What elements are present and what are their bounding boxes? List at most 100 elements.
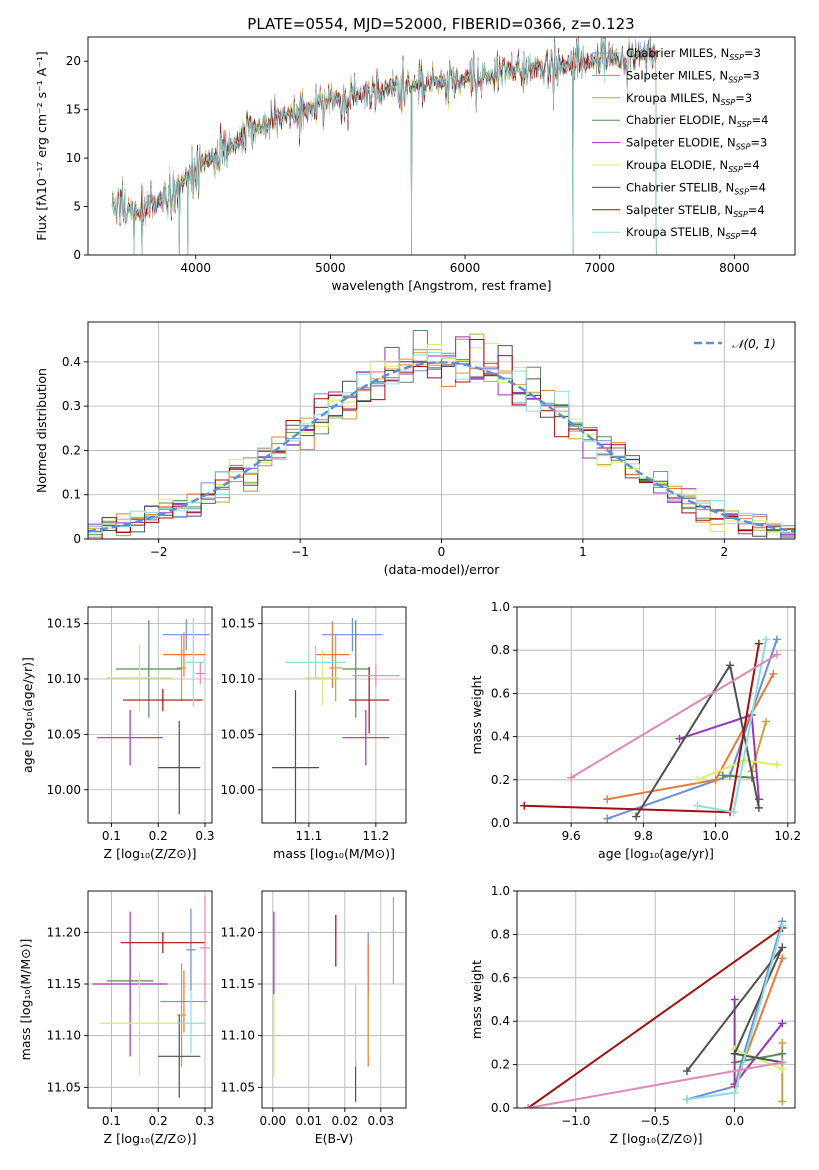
x-tick-label: 4000	[180, 261, 211, 275]
x-axis-label: age [log₁₀(age/yr)]	[598, 846, 714, 861]
y-tick-label: 0.0	[491, 1101, 510, 1115]
y-tick-label: 10.10	[47, 672, 81, 686]
mass-weight-marker-chabrier_stelib	[730, 1049, 739, 1058]
axes-frame	[261, 890, 407, 1109]
y-axis-label: mass [log₁₀(M/M⊙)]	[18, 939, 33, 1061]
y-axis-label: mass weight	[469, 675, 484, 754]
y-axis-label: Normed distribution	[34, 368, 49, 493]
mass-weight-line-salpeter_stelib	[524, 643, 760, 814]
y-tick-label: 0.4	[491, 730, 510, 744]
axes-frame	[516, 890, 796, 1109]
x-axis-label: wavelength [Angstrom, rest frame]	[331, 278, 551, 293]
plot-area	[97, 618, 210, 815]
mass-weight-marker-kroupa_miles	[778, 1097, 787, 1106]
y-axis-label: age [log₁₀(age/yr)]	[20, 657, 35, 773]
mass-weight-marker-salpeter_miles	[778, 954, 787, 963]
y-tick-label: 0.8	[491, 643, 510, 657]
x-tick-label: 11.1	[296, 829, 323, 843]
y-tick-label: 11.15	[47, 977, 81, 991]
legend-label: Salpeter STELIB, NSSP=4	[626, 203, 765, 219]
x-axis-label: Z [log₁₀(Z/Z⊙)]	[104, 1131, 197, 1146]
y-tick-label: 1.0	[491, 884, 510, 898]
mass-weight-marker-chabrier_elodie	[778, 1049, 787, 1058]
x-tick-label: 0	[438, 545, 446, 559]
x-tick-label: 8000	[719, 261, 750, 275]
normal-curve	[88, 361, 795, 533]
x-tick-label: 10.0	[702, 829, 729, 843]
mass-weight-marker-kroupa_elodie	[772, 760, 781, 769]
axes-frame	[516, 606, 796, 824]
mass-weight-marker-salpeter_stelib	[754, 639, 763, 648]
x-axis-label: mass [log₁₀(M/M⊙)]	[273, 846, 395, 861]
histogram-axes: −2 −1 0 1 2 0 0.1 0.2 0.3 0.4 (data-model)/error No…	[34, 321, 796, 577]
axes-frame	[87, 890, 213, 1109]
mass-weight-marker-salpeter_elodie	[778, 1019, 787, 1028]
mass-weight-line-chabrier_miles	[606, 639, 778, 820]
x-tick-label: 5000	[315, 261, 346, 275]
y-tick-label: 5	[73, 200, 81, 214]
x-tick-label: 10.2	[774, 829, 801, 843]
mass-weight-marker-chabrier_stelib	[682, 1067, 691, 1076]
y-tick-label: 10.10	[221, 672, 255, 686]
x-tick-label: 1	[579, 545, 587, 559]
mass-weight-marker-kroupa_stelib	[762, 635, 771, 644]
mass-weight-line-kroupa_miles	[750, 721, 768, 772]
x-tick-label: 0.0	[725, 1114, 744, 1128]
x-axis-label: Z [log₁₀(Z/Z⊙)]	[610, 1131, 703, 1146]
x-axis-label: Z [log₁₀(Z/Z⊙)]	[104, 846, 197, 861]
x-tick-label: 9.8	[634, 829, 653, 843]
mass-weight-marker-salpeter_elodie	[675, 734, 684, 743]
x-tick-label: 11.2	[363, 829, 390, 843]
plot-area	[520, 635, 781, 823]
y-tick-label: 0.2	[491, 773, 510, 787]
x-axis-label: E(B-V)	[315, 1131, 354, 1146]
mass-weight-marker-chabrier_stelib	[778, 943, 787, 952]
y-tick-label: 11.10	[221, 1029, 255, 1043]
y-tick-label: 10.05	[221, 727, 255, 741]
y-tick-label: 11.10	[47, 1029, 81, 1043]
mass-vs-Z-axes: 0.1 0.2 0.3 11.05 11.10 11.15 11.20 Z [log₁₀(Z/…	[18, 890, 215, 1146]
y-tick-label: 1.0	[491, 600, 510, 614]
mass-weight-marker-pink	[524, 1104, 533, 1108]
spectrum-line-salpeter_elodie	[111, 37, 657, 225]
mass-weight-marker-chabrier_stelib	[632, 812, 641, 821]
y-tick-label: 0.2	[491, 1058, 510, 1072]
mass-weight-marker-chabrier_miles	[772, 635, 781, 644]
y-tick-label: 11.15	[221, 977, 255, 991]
plot-area	[273, 897, 394, 1102]
x-tick-label: 0.01	[295, 1114, 322, 1128]
x-tick-label: 0.1	[102, 829, 121, 843]
spectrum-axes: 4000 5000 6000 7000 8000 0 5 10 15 20 wavelength […	[34, 36, 796, 293]
spectrum-title: PLATE=0554, MJD=52000, FIBERID=0366, z=0…	[247, 15, 634, 33]
y-tick-label: 0.3	[62, 399, 81, 413]
x-tick-label: 0.02	[331, 1114, 358, 1128]
mass-weight-marker-chabrier_miles	[603, 814, 612, 823]
y-tick-label: 0.6	[491, 971, 510, 985]
histogram-kroupa_stelib	[88, 352, 795, 534]
y-tick-label: 10.00	[221, 783, 255, 797]
y-tick-label: 0.1	[62, 488, 81, 502]
mass-weight-marker-kroupa_stelib	[729, 808, 738, 817]
age-vs-mass-axes: 11.1 11.2 10.00 10.05 10.10 10.15 mass [log₁₀(…	[221, 606, 407, 861]
mass-weight-line-pink	[527, 1061, 783, 1108]
mass-weight-marker-kroupa_elodie	[693, 775, 702, 784]
mass-weight-marker-salpeter_miles	[769, 669, 778, 678]
x-axis-label: (data-model)/error	[384, 562, 501, 577]
x-tick-label: 2	[720, 545, 728, 559]
x-tick-label: 0.03	[367, 1114, 394, 1128]
plot-area	[111, 37, 657, 255]
x-tick-label: −2	[150, 545, 168, 559]
mass-weight-marker-kroupa_miles	[762, 717, 771, 726]
x-tick-label: 0.3	[195, 829, 214, 843]
x-tick-label: 0.2	[149, 1114, 168, 1128]
legend-label: Salpeter MILES, NSSP=3	[626, 68, 760, 84]
mass-weight-marker-salpeter_elodie	[730, 995, 739, 1004]
plot-area	[92, 896, 210, 1098]
legend-label: Kroupa STELIB, NSSP=4	[626, 225, 757, 241]
mass-weight-vs-age-axes: 9.6 9.8 10.0 10.2 0.0 0.2 0.4 0.6 0.8 1.0 age [log…	[469, 600, 801, 861]
mass-weight-marker-chabrier_stelib	[726, 661, 735, 670]
histogram-kroupa_elodie	[88, 342, 795, 534]
plot-area	[272, 618, 400, 823]
